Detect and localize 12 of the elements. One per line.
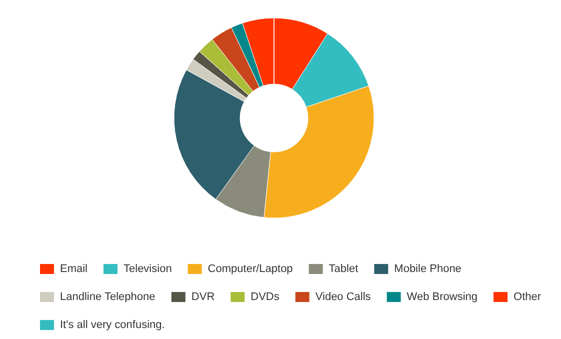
legend-label: Tablet (328, 263, 358, 275)
legend-label: DVR (191, 291, 215, 303)
legend-label: Landline Telephone (60, 291, 156, 303)
legend-label: Computer/Laptop (208, 263, 293, 275)
legend-label: Video Calls (315, 291, 372, 303)
legend-label: It's all very confusing. (60, 319, 165, 331)
legend-label: DVDs (250, 291, 280, 303)
legend-label: Email (60, 263, 88, 275)
legend-label: Mobile Phone (394, 263, 462, 275)
legend-label: Web Browsing (406, 291, 478, 303)
legend-label: Other (514, 291, 542, 303)
legend-label: Television (124, 263, 172, 275)
